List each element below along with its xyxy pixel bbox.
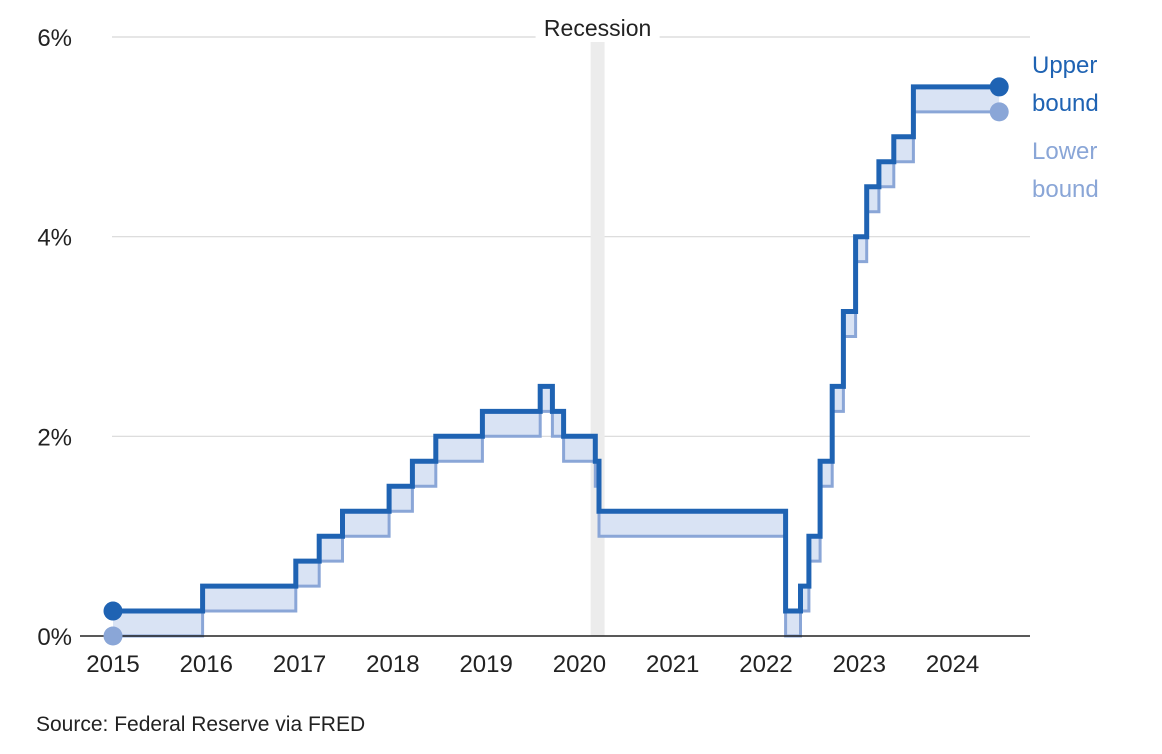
range-fill-area xyxy=(113,86,1000,636)
x-tick-label: 2015 xyxy=(86,651,139,678)
y-tick-label: 4% xyxy=(37,225,72,252)
x-tick-label: 2018 xyxy=(366,651,419,678)
recession-label-bg xyxy=(535,14,660,42)
y-tick-label: 2% xyxy=(37,424,72,451)
upper-start-dot xyxy=(103,601,123,621)
x-tick-label: 2022 xyxy=(739,651,792,678)
source-note: Source: Federal Reserve via FRED xyxy=(36,713,366,736)
lower-end-dot xyxy=(989,102,1009,122)
y-tick-label: 6% xyxy=(37,25,72,52)
lower-start-dot xyxy=(103,626,123,646)
x-tick-label: 2016 xyxy=(180,651,233,678)
x-tick-label: 2023 xyxy=(833,651,886,678)
axes: 0% 2% 4% 6% 2015 2016 2017 2018 2019 2020 2021 2022… xyxy=(37,25,1030,678)
x-tick-label: 2017 xyxy=(273,651,326,678)
x-tick-label: 2024 xyxy=(926,651,979,678)
upper-end-dot xyxy=(989,77,1009,97)
upper-bound-line xyxy=(113,84,1000,614)
end-dots xyxy=(103,77,1009,646)
recession-band: Recession xyxy=(535,14,660,636)
x-tick-label: 2019 xyxy=(459,651,512,678)
legend-upper-bound: Upper xyxy=(1032,52,1097,79)
legend-upper-bound: bound xyxy=(1032,90,1099,117)
legend-lower-bound: bound xyxy=(1032,176,1099,203)
series-lines xyxy=(113,84,1000,638)
y-tick-label: 0% xyxy=(37,624,72,651)
legend: Upper bound Lower bound xyxy=(1032,52,1099,203)
recession-shade xyxy=(590,40,605,636)
x-tick-label: 2020 xyxy=(553,651,606,678)
x-tick-label: 2021 xyxy=(646,651,699,678)
recession-label: Recession xyxy=(544,15,651,41)
legend-lower-bound: Lower xyxy=(1032,138,1097,165)
range-fill xyxy=(113,86,1000,636)
gridlines xyxy=(112,36,1030,437)
